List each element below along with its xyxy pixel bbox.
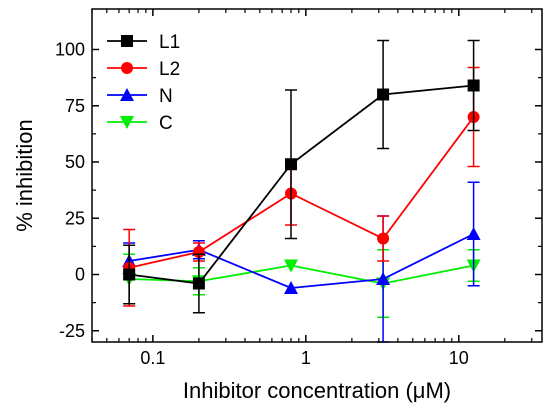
series-L1 <box>123 39 480 314</box>
legend-marker-C <box>120 116 134 129</box>
data-point-L1 <box>285 158 298 171</box>
series-N <box>122 181 481 343</box>
series-L2 <box>123 66 480 307</box>
y-axis-title: % inhibition <box>12 119 37 232</box>
data-point-L1 <box>123 268 136 281</box>
legend-label-N: N <box>159 86 173 107</box>
plot-area-frame <box>91 8 543 343</box>
legend-label-C: C <box>159 113 173 134</box>
data-point-L1 <box>467 79 480 92</box>
data-point-N <box>466 227 481 240</box>
legend-marker-L2 <box>121 62 133 74</box>
series-line-L1 <box>129 84 474 285</box>
legend: L1 L2 NC <box>107 32 180 134</box>
x-tick-label: 1 <box>301 348 311 368</box>
legend-label-L1: L1 <box>159 32 180 53</box>
data-point-L1 <box>377 88 390 101</box>
y-tick-label: -25 <box>59 321 85 341</box>
x-tick-label: 10 <box>449 348 469 368</box>
y-tick-label: 100 <box>55 40 85 60</box>
legend-label-L2: L2 <box>159 59 180 80</box>
x-tick-label: 0.1 <box>140 348 165 368</box>
axes: -25 0 25 50 75 100 0.1 1 10 <box>55 9 542 368</box>
data-point-L2 <box>377 232 390 245</box>
y-tick-label: 50 <box>65 152 85 172</box>
data-point-C <box>284 259 299 273</box>
legend-marker-N <box>120 88 134 101</box>
data-point-L1 <box>192 277 205 290</box>
y-tick-label: 0 <box>75 265 85 285</box>
legend-marker-L1 <box>121 35 133 47</box>
y-tick-label: 75 <box>65 96 85 116</box>
data-point-N <box>376 272 391 285</box>
x-axis-title: Inhibitor concentration (μM) <box>183 378 451 403</box>
series-C <box>122 249 481 318</box>
data-point-N <box>284 281 299 294</box>
data-layer <box>122 39 481 343</box>
series-line-L2 <box>128 116 475 269</box>
y-tick-label: 25 <box>65 208 85 228</box>
